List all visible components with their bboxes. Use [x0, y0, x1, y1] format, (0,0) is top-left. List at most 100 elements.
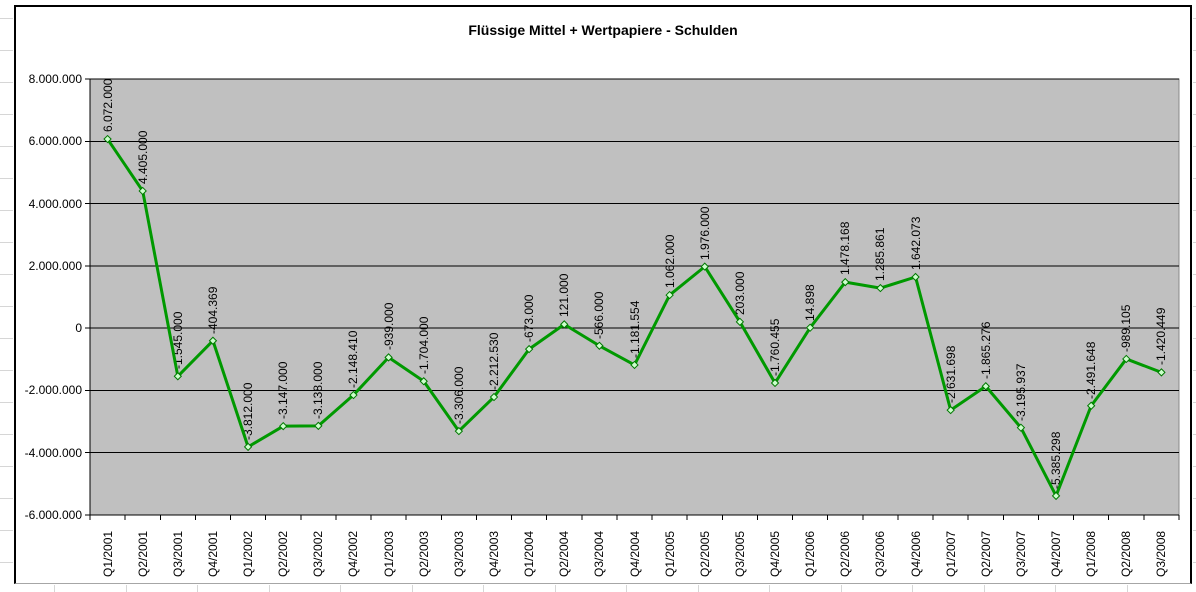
x-axis-category-label: Q2/2008 [1119, 530, 1134, 577]
data-point-label: -5.385.298 [1049, 431, 1064, 489]
worksheet-gridline-stub [1193, 466, 1196, 467]
worksheet-gridline-stub [0, 82, 13, 83]
worksheet-gridline-stub [0, 338, 13, 339]
worksheet-gridline-stub [0, 114, 13, 115]
data-point-label: 121.000 [557, 273, 572, 318]
chart-title: Flüssige Mittel + Wertpapiere - Schulden [468, 22, 738, 38]
y-axis-tick-label: 2.000.000 [28, 258, 82, 273]
data-point-label: -989.105 [1119, 304, 1134, 352]
x-axis-category-label: Q2/2005 [697, 530, 712, 577]
data-point-label: -3.147.000 [276, 361, 291, 420]
data-point-label: -1.420.449 [1154, 307, 1169, 366]
x-axis-category-label: Q1/2006 [803, 530, 818, 577]
data-point-label: 14.898 [803, 283, 818, 321]
x-axis-category-label: Q2/2001 [135, 530, 150, 577]
worksheet-gridline-stub [1193, 498, 1196, 499]
data-point-label: -1.545.000 [170, 311, 185, 370]
worksheet-gridline-stub [0, 178, 13, 179]
worksheet-gridline-stub [483, 585, 484, 592]
worksheet-gridline-stub [412, 585, 413, 592]
worksheet-gridline-stub [0, 306, 13, 307]
x-axis-category-label: Q4/2002 [346, 530, 361, 577]
worksheet-gridline-stub [0, 242, 13, 243]
worksheet-gridline-stub [0, 274, 13, 275]
x-axis-category-label: Q1/2003 [381, 530, 396, 577]
data-point-label: -2.631.698 [943, 345, 958, 404]
worksheet-gridline-stub [54, 585, 55, 592]
y-axis-tick-label: 4.000.000 [28, 196, 82, 211]
worksheet-gridline-stub [1193, 274, 1196, 275]
data-point-label: -2.148.410 [346, 330, 361, 389]
worksheet-gridline-stub [1193, 338, 1196, 339]
worksheet-gridline-stub [1193, 434, 1196, 435]
worksheet-gridline-stub [912, 585, 913, 592]
x-axis-category-label: Q2/2003 [416, 530, 431, 577]
worksheet-gridline-stub [0, 466, 13, 467]
x-axis-category-label: Q1/2008 [1084, 530, 1099, 577]
x-axis-category-label: Q1/2002 [241, 530, 256, 577]
x-axis-category-label: Q3/2001 [170, 530, 185, 577]
worksheet-gridline-stub [1193, 530, 1196, 531]
x-axis-category-label: Q3/2008 [1154, 530, 1169, 577]
x-axis-category-label: Q1/2001 [100, 530, 115, 577]
x-axis-category-label: Q4/2006 [908, 530, 923, 577]
worksheet-gridline-stub [984, 585, 985, 592]
x-axis-category-label: Q1/2005 [662, 530, 677, 577]
data-point-label: 1.976.000 [697, 206, 712, 260]
worksheet-gridline-stub [1193, 402, 1196, 403]
worksheet-gridline-stub [0, 210, 13, 211]
worksheet-gridline-stub [1193, 242, 1196, 243]
worksheet-gridline-stub [1193, 178, 1196, 179]
data-point-label: -3.138.000 [311, 361, 326, 419]
worksheet-gridline-stub [0, 434, 13, 435]
worksheet-gridline-stub [0, 50, 13, 51]
worksheet-gridline-stub [0, 562, 13, 563]
data-point-label: -3.306.000 [451, 366, 466, 425]
data-point-label: -939.000 [381, 303, 396, 351]
data-point-label: -566.000 [592, 291, 607, 339]
worksheet-gridline-stub [1193, 18, 1196, 19]
x-axis-category-label: Q2/2006 [838, 530, 853, 577]
x-axis-category-label: Q2/2007 [978, 530, 993, 577]
data-point-label: -2.212.530 [486, 332, 501, 391]
data-point-label: -404.369 [205, 286, 220, 334]
worksheet-gridline-stub [0, 370, 13, 371]
worksheet-gridline-stub [626, 585, 627, 592]
worksheet-gridline-stub [0, 18, 13, 19]
x-axis-category-label: Q3/2007 [1013, 530, 1028, 577]
worksheet-gridline-stub [1193, 370, 1196, 371]
worksheet-gridline-stub [1193, 146, 1196, 147]
worksheet-gridline-stub [1193, 562, 1196, 563]
data-point-label: 1.478.168 [838, 221, 853, 276]
x-axis-category-label: Q4/2003 [486, 530, 501, 577]
worksheet-gridline-stub [0, 402, 13, 403]
x-axis-category-label: Q3/2005 [732, 530, 747, 577]
x-axis-category-label: Q4/2001 [205, 530, 220, 577]
worksheet-gridline-stub [0, 146, 13, 147]
data-point-label: 6.072.000 [100, 78, 115, 133]
x-axis-category-label: Q1/2007 [943, 530, 958, 577]
data-point-label: -673.000 [522, 294, 537, 343]
data-point-label: -2.491.648 [1084, 341, 1099, 399]
worksheet-gridline-stub [698, 585, 699, 592]
y-axis-tick-label: -4.000.000 [24, 445, 82, 460]
worksheet-gridline-stub [1055, 585, 1056, 592]
worksheet-gridline-stub [1193, 210, 1196, 211]
worksheet-gridline-stub [1193, 82, 1196, 83]
x-axis-category-label: Q3/2004 [592, 530, 607, 577]
worksheet-gridline-stub [197, 585, 198, 592]
x-axis-category-label: Q1/2004 [522, 530, 537, 577]
worksheet-gridline-stub [1193, 306, 1196, 307]
worksheet-gridline-stub [1193, 50, 1196, 51]
data-point-label: -1.760.455 [768, 318, 783, 376]
worksheet-gridline-stub [1193, 114, 1196, 115]
x-axis-category-label: Q3/2006 [873, 530, 888, 577]
data-point-label: 203.000 [732, 271, 747, 315]
data-point-label: -1.865.276 [978, 321, 993, 380]
y-axis-tick-label: 6.000.000 [28, 134, 82, 149]
data-point-label: 4.405.000 [135, 130, 150, 184]
worksheet-gridline-stub [0, 530, 13, 531]
data-point-label: 1.642.073 [908, 216, 923, 270]
y-axis-tick-label: -6.000.000 [24, 508, 82, 522]
